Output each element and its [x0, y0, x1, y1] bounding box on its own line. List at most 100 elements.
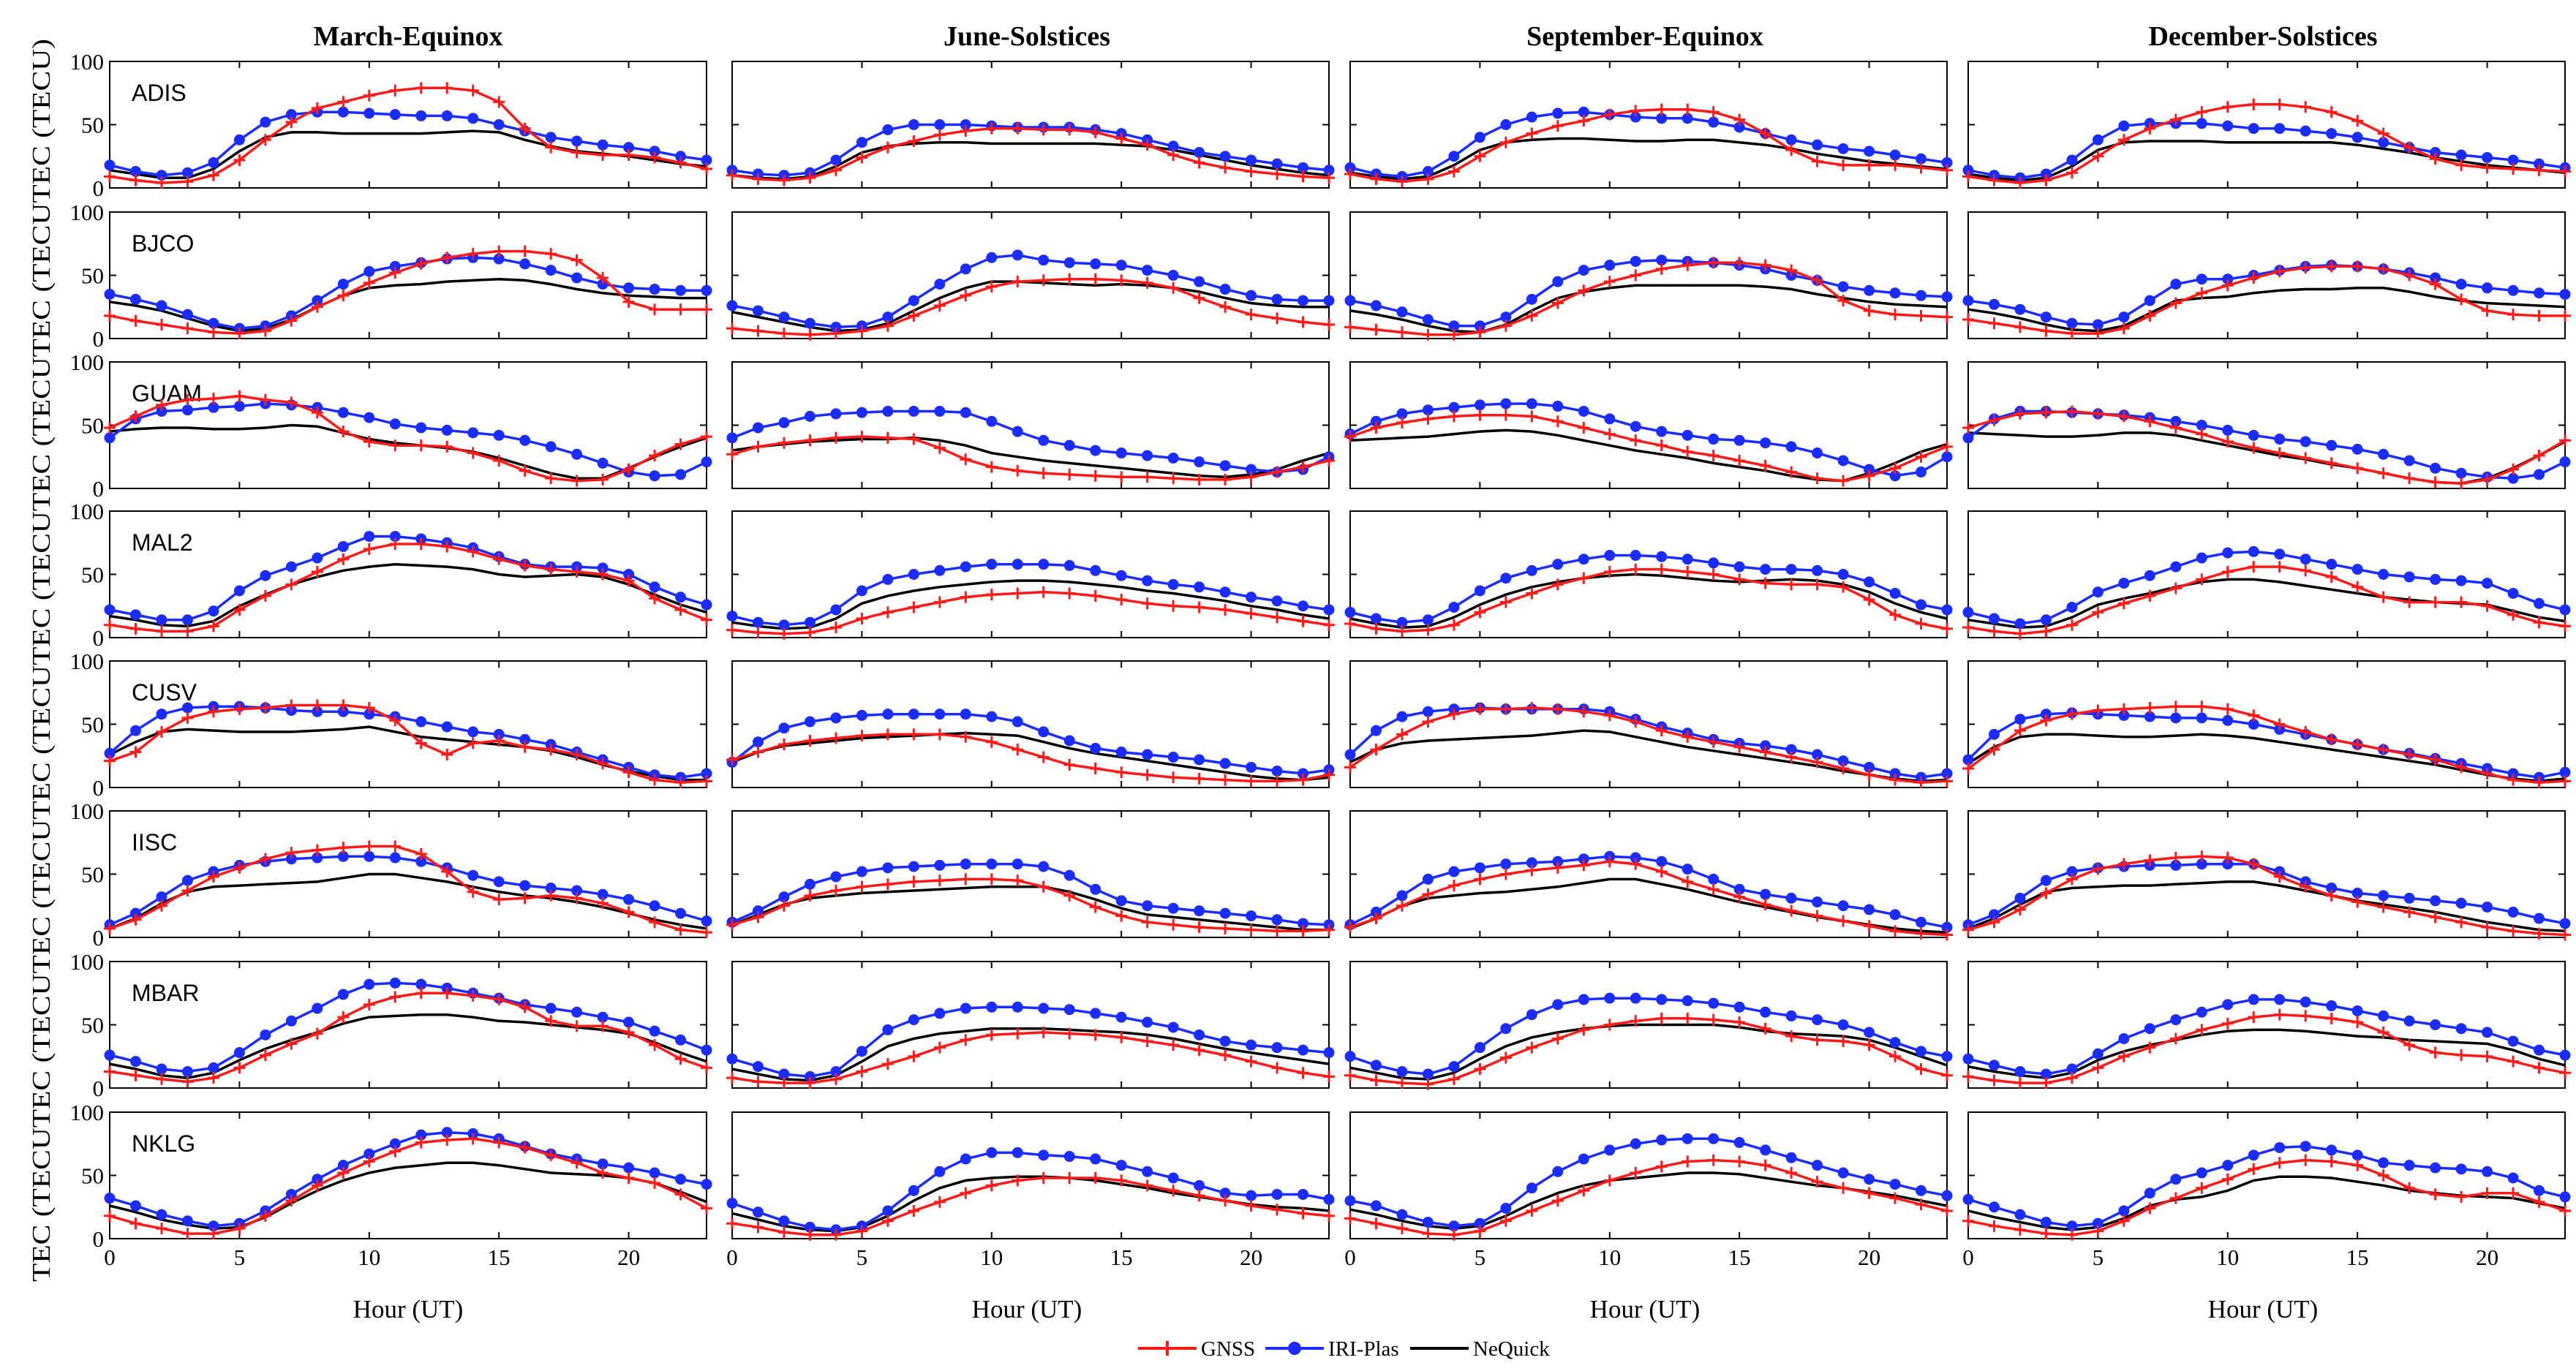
iri-plas-point: [2534, 1044, 2545, 1056]
iri-plas-point: [1271, 1042, 1283, 1054]
iri-plas-point: [1396, 890, 1408, 902]
iri-plas-point: [675, 151, 687, 162]
gnss-point: [1551, 1195, 1564, 1207]
gnss-point: [285, 699, 298, 711]
gnss-point: [337, 1011, 350, 1024]
gnss-point: [545, 248, 557, 260]
gnss-point: [2169, 1032, 2182, 1045]
gnss-point: [493, 993, 505, 1005]
iri-plas-point: [2040, 875, 2052, 886]
gnss-point: [597, 758, 609, 770]
gnss-point: [804, 172, 816, 184]
iri-plas-point: [1837, 143, 1849, 154]
gnss-point: [1863, 1187, 1875, 1199]
gnss-point: [519, 464, 531, 477]
gnss-point: [519, 1141, 531, 1154]
iri-plas-point: [1012, 559, 1023, 570]
iri-plas-point: [1246, 761, 1257, 773]
gnss-point: [1578, 859, 1590, 872]
gnss-point: [467, 885, 479, 898]
gnss-point: [674, 303, 687, 316]
iri-plas-point: [1194, 1029, 1205, 1040]
iri-plas-point: [1708, 116, 1720, 128]
gnss-point: [311, 844, 323, 856]
iri-plas-point: [1194, 456, 1205, 468]
y-tick-label: 50: [81, 712, 104, 738]
gnss-point: [519, 559, 531, 572]
gnss-point: [1271, 312, 1284, 325]
iri-plas-point: [2222, 547, 2234, 559]
iri-plas-point: [2118, 1033, 2130, 1045]
panel-frame: [109, 810, 707, 938]
gnss-point: [1962, 314, 1974, 326]
iri-plas-point: [2118, 311, 2130, 323]
gnss-point: [2351, 1159, 2364, 1171]
x-tick-label: 0: [1962, 1245, 1974, 1270]
gnss-point: [2273, 561, 2286, 573]
iri-plas-point: [181, 309, 193, 320]
iri-plas-point: [2482, 1027, 2493, 1038]
iri-plas-point: [1219, 586, 1231, 598]
panel: [1962, 961, 2571, 1089]
iri-plas-point: [1552, 401, 1564, 412]
iri-plas-point: [1038, 861, 1050, 872]
gnss-point: [2455, 1049, 2468, 1062]
gnss-point: [1962, 924, 1974, 936]
iri-plas-point: [1864, 464, 1875, 475]
gnss-point: [777, 1077, 790, 1089]
gnss-point: [415, 847, 427, 860]
gnss-point: [570, 146, 583, 159]
gnss-point: [519, 892, 531, 904]
iri-plas-point: [1708, 1133, 1720, 1144]
iri-plas-point: [623, 282, 635, 294]
iri-plas-point: [1142, 575, 1153, 586]
gnss-point: [233, 703, 246, 715]
gnss-point: [2169, 1192, 2182, 1204]
gnss-point: [1863, 159, 1875, 171]
iri-plas-point: [778, 1068, 790, 1080]
gnss-point: [1370, 622, 1382, 635]
gnss-point: [2507, 464, 2520, 476]
iri-plas-point: [960, 1002, 971, 1014]
gnss-point: [545, 141, 557, 154]
iri-plas-point: [675, 907, 687, 919]
iri-plas-point: [571, 1006, 583, 1018]
iri-plas-point: [1090, 258, 1101, 270]
iri-plas-point: [882, 573, 894, 585]
iri-plas-point: [2040, 614, 2052, 626]
iri-plas-point: [1578, 265, 1589, 276]
gnss-point: [960, 1187, 972, 1199]
gnss-point: [1785, 751, 1798, 763]
gnss-point: [2117, 410, 2130, 423]
iri-plas-point: [1733, 1137, 1745, 1149]
gnss-point: [649, 1039, 661, 1051]
iri-plas-point: [1246, 1190, 1257, 1201]
gnss-point: [1655, 725, 1668, 737]
gnss-point: [259, 589, 271, 602]
gnss-point: [1811, 472, 1823, 485]
x-axis-label: Hour (UT): [2208, 1295, 2319, 1323]
x-tick-label: 15: [488, 1245, 511, 1270]
iri-plas-point: [181, 167, 193, 178]
gnss-point: [104, 170, 116, 183]
gnss-point: [597, 149, 609, 162]
iri-plas-point: [597, 139, 609, 151]
iri-plas-point: [337, 407, 349, 418]
iri-plas-point: [181, 404, 193, 416]
iri-plas-point: [1271, 158, 1283, 170]
iri-plas-point: [1733, 434, 1745, 446]
iri-plas-point: [804, 1070, 816, 1082]
iri-plas-point: [1681, 113, 1693, 124]
gnss-point: [1915, 162, 1927, 174]
panel: 0 5 10 15 20: [1344, 1111, 1953, 1270]
iri-plas-point: [1941, 1051, 1953, 1062]
gnss-point: [1167, 149, 1180, 162]
gnss-point: [829, 328, 842, 340]
gnss-point: [441, 987, 453, 1000]
gnss-point: [2559, 434, 2571, 447]
iri-plas-point: [545, 265, 557, 276]
iri-plas-point: [986, 858, 998, 870]
gnss-point: [1578, 1185, 1590, 1197]
panel: 0 5 10 15 20: [726, 1111, 1335, 1270]
iri-plas-point: [1785, 744, 1797, 755]
